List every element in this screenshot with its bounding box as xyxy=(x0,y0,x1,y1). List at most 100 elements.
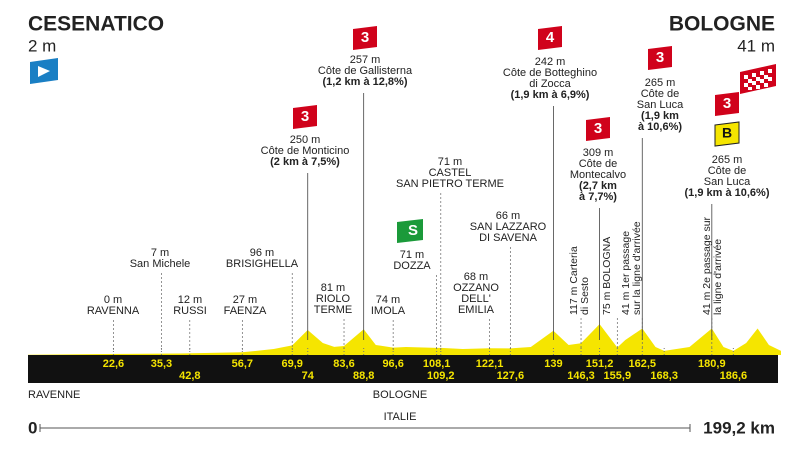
climb-label: Côte de Gallisterna xyxy=(318,65,413,77)
km-label: 139 xyxy=(544,358,562,370)
climb-category: 3 xyxy=(301,108,309,125)
km-label: 180,9 xyxy=(698,358,726,370)
place-label: 81 m xyxy=(321,282,345,294)
climb-badge xyxy=(293,105,317,129)
km-label: 96,6 xyxy=(382,358,403,370)
climb-label: 309 m xyxy=(583,147,614,159)
climb-label: Côte de xyxy=(641,88,680,100)
climb-label: Montecalvo xyxy=(570,169,626,181)
climb-label: (2 km à 7,5%) xyxy=(270,156,340,168)
place-label: BRISIGHELLA xyxy=(226,258,299,270)
climb-category: 3 xyxy=(361,29,369,46)
km-label: 122,1 xyxy=(476,358,504,370)
place-label: 12 m xyxy=(178,294,202,306)
climb-label: San Luca xyxy=(704,176,751,188)
start-flag-arrow xyxy=(38,66,50,77)
climb-category: 3 xyxy=(656,49,664,66)
place-label: SAN LAZZARO xyxy=(470,221,547,233)
place-label: 41 m 1er passage xyxy=(620,231,632,315)
climb-category: 3 xyxy=(723,95,731,112)
climb-badge xyxy=(353,26,377,50)
km-label: 42,8 xyxy=(179,370,200,382)
place-label: SAN PIETRO TERME xyxy=(396,178,504,190)
place-label: RAVENNA xyxy=(87,305,140,317)
region-label: RAVENNE xyxy=(28,389,80,401)
climb-label: Côte de xyxy=(579,158,618,170)
climb-label: à 7,7%) xyxy=(579,191,617,203)
km-label: 168,3 xyxy=(650,370,678,382)
climb-category: 4 xyxy=(546,29,555,46)
climb-label: 257 m xyxy=(350,54,381,66)
place-label: 66 m xyxy=(496,210,520,222)
place-label: di Sesto xyxy=(579,277,591,315)
km-label: 146,3 xyxy=(567,370,595,382)
place-label: 75 m BOLOGNA xyxy=(601,237,613,315)
finish-name: BOLOGNE xyxy=(669,13,775,36)
climb-label: (1,9 km xyxy=(641,110,679,122)
climb-label: 242 m xyxy=(535,56,566,68)
km-label: 127,6 xyxy=(497,370,525,382)
climb-label: 265 m xyxy=(712,154,743,166)
place-label: 71 m xyxy=(400,249,424,261)
start-name: CESENATICO xyxy=(28,13,164,36)
climb-badge xyxy=(538,26,562,50)
profile-area xyxy=(28,324,781,355)
place-label: 68 m xyxy=(464,271,488,283)
climb-badge xyxy=(715,92,739,116)
climb-label: (1,2 km à 12,8%) xyxy=(323,76,408,88)
climb-badge xyxy=(586,117,610,141)
place-label: CASTEL xyxy=(429,167,472,179)
climb-label: di Zocca xyxy=(529,78,571,90)
km-label: 109,2 xyxy=(427,370,455,382)
climb-label: Côte de Botteghino xyxy=(503,67,597,79)
climb-label: (1,9 km à 10,6%) xyxy=(685,187,770,199)
place-label: RUSSI xyxy=(173,305,207,317)
place-label: 117 m Carteria xyxy=(568,246,580,315)
region-label: ITALIE xyxy=(384,411,417,423)
place-label: TERME xyxy=(314,304,353,316)
km-label: 88,8 xyxy=(353,370,374,382)
climb-label: 250 m xyxy=(290,134,321,146)
km-label: 108,1 xyxy=(423,358,451,370)
sprint-label: S xyxy=(408,222,418,239)
climb-label: San Luca xyxy=(637,99,684,111)
climb-label: (1,9 km à 6,9%) xyxy=(511,89,590,101)
place-label: San Michele xyxy=(130,258,191,270)
climb-label: à 10,6%) xyxy=(638,121,682,133)
place-label: DELL' xyxy=(461,293,491,305)
climb-label: (2,7 km xyxy=(579,180,617,192)
km-label: 69,9 xyxy=(282,358,303,370)
place-label: 71 m xyxy=(438,156,462,168)
place-label: 96 m xyxy=(250,247,274,259)
km-bar xyxy=(28,355,778,383)
km-label: 35,3 xyxy=(151,358,172,370)
place-label: 7 m xyxy=(151,247,169,259)
climb-label: Côte de xyxy=(708,165,747,177)
climb-badge xyxy=(648,46,672,70)
km-label: 162,5 xyxy=(629,358,657,370)
sprint-badge xyxy=(397,219,423,243)
place-label: IMOLA xyxy=(371,305,406,317)
region-label: BOLOGNE xyxy=(373,389,427,401)
climb-label: Côte de Monticino xyxy=(261,145,350,157)
climb-label: 265 m xyxy=(645,77,676,89)
start-altitude: 2 m xyxy=(28,36,56,55)
bonus-label: B xyxy=(722,125,732,141)
place-label: 0 m xyxy=(104,294,122,306)
axis-tick-label: 199,2 km xyxy=(703,418,775,437)
place-label: 74 m xyxy=(376,294,400,306)
place-label: sur la ligne d'arrivée xyxy=(631,221,643,315)
place-label: 27 m xyxy=(233,294,257,306)
finish-flag xyxy=(740,64,776,94)
place-label: EMILIA xyxy=(458,304,495,316)
finish-altitude: 41 m xyxy=(737,36,775,55)
axis-tick-label: 0 xyxy=(28,418,37,437)
km-label: 22,6 xyxy=(103,358,124,370)
km-label: 186,6 xyxy=(720,370,748,382)
km-label: 83,6 xyxy=(333,358,354,370)
place-label: DI SAVENA xyxy=(479,232,538,244)
place-label: 41 m 2e passage sur xyxy=(701,216,713,315)
km-label: 151,2 xyxy=(586,358,614,370)
bonus-badge xyxy=(714,121,740,147)
